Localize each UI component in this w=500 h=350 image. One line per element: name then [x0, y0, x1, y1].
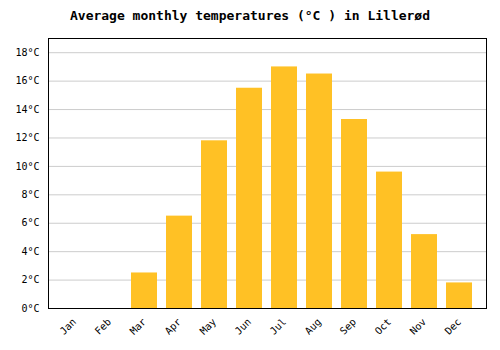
svg-text:6°C: 6°C [21, 217, 39, 228]
html-text:Average monthly temperatures (: Average monthly temperatures (°C ) in Li… [70, 8, 430, 23]
svg-text:Jan: Jan [58, 316, 79, 337]
svg-text:12°C: 12°C [15, 132, 39, 143]
svg-text:10°C: 10°C [15, 161, 39, 172]
svg-text:Feb: Feb [93, 316, 114, 337]
svg-text:Aug: Aug [303, 316, 324, 337]
svg-text:2°C: 2°C [21, 274, 39, 285]
svg-text:18°C: 18°C [15, 47, 39, 58]
svg-text:4°C: 4°C [21, 246, 39, 257]
svg-text:Oct: Oct [373, 316, 394, 337]
svg-text:8°C: 8°C [21, 189, 39, 200]
svg-text:Jun: Jun [233, 316, 254, 337]
svg-text:0°C: 0°C [21, 303, 39, 314]
svg-text:Nov: Nov [408, 316, 429, 337]
svg-text:14°C: 14°C [15, 104, 39, 115]
svg-text:Mar: Mar [128, 316, 149, 337]
svg-text:Apr: Apr [163, 316, 184, 337]
svg-text:Jul: Jul [268, 316, 289, 337]
svg-text:Dec: Dec [443, 316, 464, 337]
svg-text:May: May [198, 316, 219, 337]
svg-text:Sep: Sep [338, 316, 359, 337]
svg-text:16°C: 16°C [15, 75, 39, 86]
